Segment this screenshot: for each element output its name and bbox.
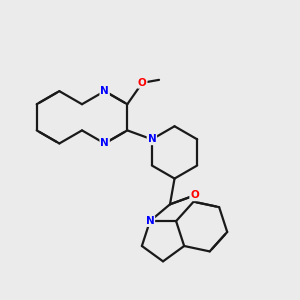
Text: N: N <box>100 86 109 96</box>
Text: N: N <box>100 139 109 148</box>
Text: O: O <box>190 190 199 200</box>
Text: N: N <box>148 134 156 144</box>
Text: O: O <box>138 78 147 88</box>
Text: N: N <box>146 216 154 226</box>
